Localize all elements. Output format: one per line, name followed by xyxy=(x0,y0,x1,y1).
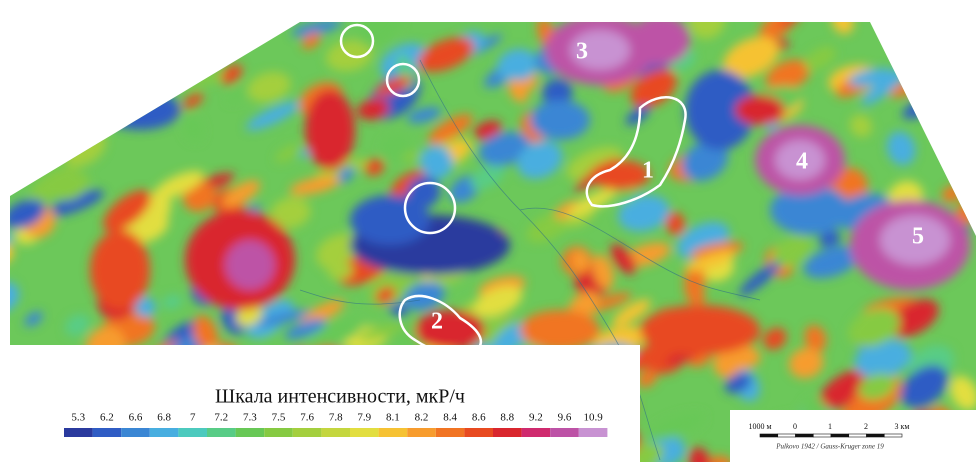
field-blob xyxy=(15,65,60,95)
field-blob xyxy=(933,88,976,134)
field-blob xyxy=(911,41,955,87)
legend-tick-label: 6.2 xyxy=(100,412,114,424)
field-blob xyxy=(39,132,76,155)
legend-swatch xyxy=(150,428,179,437)
legend-swatch xyxy=(93,428,122,437)
legend-tick-label: 7.2 xyxy=(214,412,228,424)
field-blob xyxy=(530,100,590,140)
scale-segment xyxy=(867,434,885,437)
zone-label: 3 xyxy=(576,39,588,65)
field-blob xyxy=(59,22,107,60)
legend-swatch xyxy=(464,428,493,437)
field-blob xyxy=(8,69,27,86)
scale-segment xyxy=(760,434,778,437)
zone-label: 1 xyxy=(642,158,654,184)
legend-swatch xyxy=(493,428,522,437)
field-blob xyxy=(225,240,275,290)
legend-swatch xyxy=(207,428,236,437)
field-blob xyxy=(940,12,976,62)
legend-swatch xyxy=(522,428,551,437)
legend-swatch xyxy=(407,428,436,437)
field-blob xyxy=(735,95,785,125)
zone-label: 2 xyxy=(431,309,443,335)
legend-tick-label: 7.9 xyxy=(357,412,371,424)
scale-segment xyxy=(796,434,814,437)
field-blob xyxy=(0,134,50,175)
legend-tick-label: 6.6 xyxy=(129,412,143,424)
legend-swatch xyxy=(121,428,150,437)
field-blob xyxy=(100,90,180,130)
legend-tick-label: 8.6 xyxy=(472,412,486,424)
legend-swatch xyxy=(64,428,93,437)
legend-swatch xyxy=(550,428,579,437)
field-blob xyxy=(133,15,165,43)
scale-label: 1 xyxy=(828,422,832,431)
legend-swatch xyxy=(436,428,465,437)
legend-title: Шкала интенсивности, мкР/ч xyxy=(215,386,465,408)
legend-tick-label: 6.8 xyxy=(157,412,171,424)
field-blob xyxy=(887,4,910,36)
map-figure: 1 2 3 4 5 Шкала интенсивности, мкР/ч 5.3 6.2 6… xyxy=(0,0,976,472)
legend-tick-label: 10.9 xyxy=(583,412,603,424)
legend-tick-label: 8.8 xyxy=(500,412,514,424)
field-blob xyxy=(0,99,25,138)
legend-tick-label: 7.6 xyxy=(300,412,314,424)
field-blob xyxy=(34,124,66,158)
field-blob xyxy=(350,195,430,245)
scale-label: 3 км xyxy=(895,422,910,431)
legend-tick-label: 7.8 xyxy=(329,412,343,424)
legend-tick-label: 8.1 xyxy=(386,412,400,424)
field-blob xyxy=(31,19,76,61)
legend-tick-label: 7.3 xyxy=(243,412,257,424)
scale-segment xyxy=(884,434,902,437)
legend-swatch xyxy=(379,428,408,437)
legend-swatch xyxy=(350,428,379,437)
legend-tick-label: 7 xyxy=(190,412,196,424)
zone-label: 4 xyxy=(796,149,808,175)
legend-tick-label: 9.6 xyxy=(558,412,572,424)
field-blob xyxy=(0,17,36,60)
legend-tick-label: 7.5 xyxy=(272,412,286,424)
scale-segment xyxy=(831,434,849,437)
scale-label: 2 xyxy=(864,422,868,431)
field-blob xyxy=(1,27,27,49)
field-blob xyxy=(90,230,150,310)
field-blob xyxy=(50,86,91,117)
field-blob xyxy=(4,33,55,80)
legend-swatch xyxy=(236,428,265,437)
legend-tick-label: 8.4 xyxy=(443,412,457,424)
legend-tick-label: 9.2 xyxy=(529,412,543,424)
legend-panel xyxy=(0,345,640,472)
field-blob xyxy=(76,22,120,59)
scale-segment xyxy=(813,434,831,437)
scale-label: 1000 м xyxy=(748,422,771,431)
legend-tick-label: 8.2 xyxy=(415,412,429,424)
field-blob xyxy=(305,90,355,170)
scale-segment xyxy=(778,434,796,437)
scale-bar-panel xyxy=(730,410,976,465)
scale-credit: Pulkovo 1942 / Gauss-Kruger zone 19 xyxy=(775,443,884,451)
legend-swatch xyxy=(264,428,293,437)
legend-swatch xyxy=(579,428,608,437)
field-blob xyxy=(640,305,760,355)
field-blob xyxy=(520,310,600,350)
legend-swatch xyxy=(293,428,322,437)
legend-swatch xyxy=(321,428,350,437)
zone-label: 5 xyxy=(912,224,924,250)
scale-segment xyxy=(849,434,867,437)
field-blob xyxy=(37,11,66,43)
legend-swatch xyxy=(178,428,207,437)
field-blob xyxy=(25,73,47,90)
scale-label: 0 xyxy=(793,422,797,431)
legend-tick-label: 5.3 xyxy=(71,412,85,424)
field-blob xyxy=(630,15,690,65)
